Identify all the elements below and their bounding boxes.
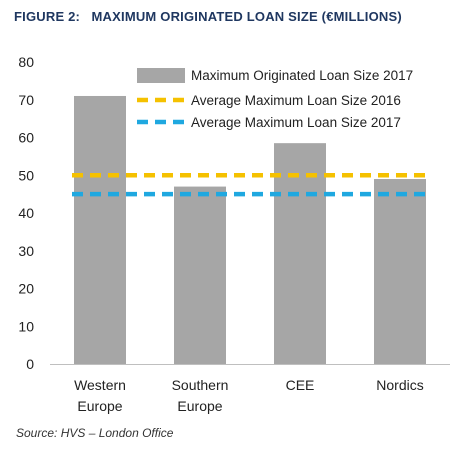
bars — [74, 95, 426, 364]
y-tick-label: 80 — [18, 54, 34, 70]
source-note: Source: HVS – London Office — [16, 426, 174, 440]
legend-label: Average Maximum Loan Size 2016 — [191, 93, 401, 108]
x-tick-label: Southern — [172, 377, 229, 393]
y-tick-label: 60 — [18, 130, 34, 146]
x-tick-label: Nordics — [376, 377, 423, 393]
y-tick-label: 10 — [18, 318, 34, 334]
y-tick-label: 50 — [18, 167, 34, 183]
y-tick-label: 20 — [18, 281, 34, 297]
y-tick-label: 30 — [18, 243, 34, 259]
x-tick-label: Europe — [77, 398, 122, 414]
legend-swatch — [137, 68, 185, 83]
y-tick-label: 70 — [18, 92, 34, 108]
legend: Maximum Originated Loan Size 2017 Average… — [137, 68, 413, 130]
legend-label: Maximum Originated Loan Size 2017 — [191, 68, 413, 83]
legend-label: Average Maximum Loan Size 2017 — [191, 115, 401, 130]
figure-title: FIGURE 2: MAXIMUM ORIGINATED LOAN SIZE (… — [14, 9, 402, 24]
x-tick-label: Europe — [177, 398, 222, 414]
y-tick-label: 0 — [26, 356, 34, 372]
x-tick-label: Western — [74, 377, 126, 393]
x-axis-labels: Western Europe Southern Europe CEE Nordics — [74, 377, 424, 414]
bar — [74, 95, 126, 364]
y-tick-label: 40 — [18, 205, 34, 221]
y-axis: 0 10 20 30 40 50 60 70 80 — [18, 54, 34, 372]
bar — [174, 186, 226, 364]
bar — [374, 179, 426, 364]
bar — [274, 143, 326, 364]
x-tick-label: CEE — [286, 377, 315, 393]
reference-lines — [72, 173, 428, 197]
